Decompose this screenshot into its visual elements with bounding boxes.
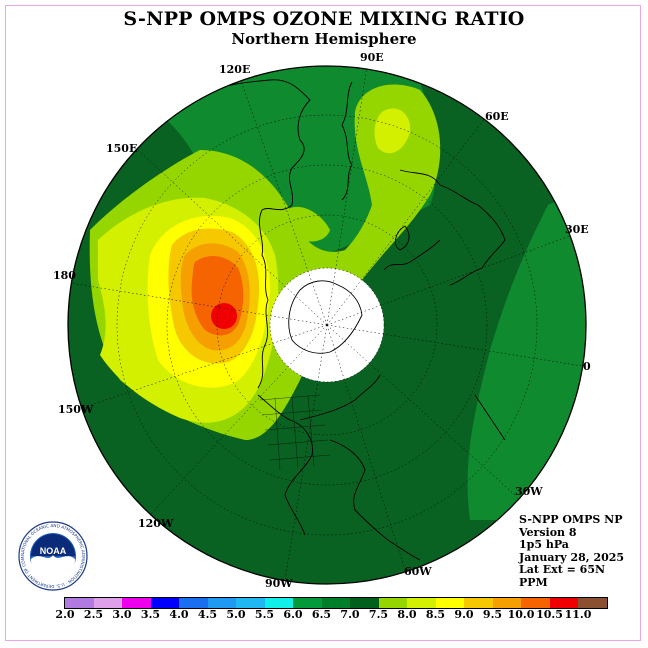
colorbar-ticks: 2.0 2.5 3.0 3.5 4.0 4.5 5.0 5.5 6.0 6.5 7.0 7.5 8.0 8…	[0, 608, 648, 622]
colorbar-tick-label: 7.0	[340, 608, 360, 621]
colorbar-swatch	[264, 598, 293, 608]
contour-8-0-north	[374, 108, 411, 154]
info-version: Version 8	[519, 525, 577, 539]
colorbar-swatch	[179, 598, 208, 608]
colorbar-tick-label: 4.0	[169, 608, 189, 621]
lon-label-150w: 150W	[58, 403, 94, 416]
lon-label-60e: 60E	[485, 110, 509, 123]
colorbar-tick-label: 4.5	[197, 608, 218, 621]
colorbar-swatch	[293, 598, 322, 608]
colorbar-swatch	[65, 598, 94, 608]
info-pressure-level: 1p5 hPa	[519, 538, 569, 552]
product-info: S-NPP OMPS NP Version 8 1p5 hPa January …	[519, 513, 625, 590]
colorbar-tick-label: 8.0	[397, 608, 417, 621]
colorbar-tick-label: 8.5	[425, 608, 446, 621]
ozone-contours	[68, 66, 586, 584]
lon-label-30w: 30W	[515, 485, 543, 498]
colorbar-tick-label: 7.5	[368, 608, 389, 621]
lon-label-150e: 150E	[106, 142, 137, 155]
colorbar-tick-label: 9.5	[482, 608, 503, 621]
colorbar-swatch	[207, 598, 236, 608]
colorbar-swatch	[578, 598, 607, 608]
colorbar-swatch	[122, 598, 151, 608]
colorbar-tick-label: 10.5	[536, 608, 563, 621]
page-title: S-NPP OMPS OZONE MIXING RATIO	[123, 8, 525, 30]
coastlines	[204, 79, 506, 561]
colorbar-swatch	[435, 598, 464, 608]
colorbar-swatch	[93, 598, 122, 608]
colorbar-tick-label: 5.0	[226, 608, 246, 621]
colorbar-tick-label: 9.0	[454, 608, 474, 621]
lon-label-90e: 90E	[360, 51, 384, 64]
colorbar-swatch	[407, 598, 436, 608]
lon-label-30e: 30E	[565, 223, 589, 236]
page-subtitle: Northern Hemisphere	[231, 30, 417, 48]
figure-frame	[5, 5, 641, 641]
colorbar-swatch	[350, 598, 379, 608]
colorbar-swatch	[549, 598, 578, 608]
lon-label-90w: 90W	[265, 577, 293, 590]
colorbar-tick-label: 10.0	[507, 608, 535, 621]
graticule	[69, 66, 583, 581]
colorbar-swatch	[321, 598, 350, 608]
colorbar-tick-label: 6.0	[283, 608, 303, 621]
colorbar-swatch	[464, 598, 493, 608]
colorbar-tick-label: 5.5	[254, 608, 275, 621]
colorbar-tick-label: 3.0	[112, 608, 132, 621]
colorbar-tick-label: 3.5	[140, 608, 161, 621]
lon-label-180: 180	[53, 269, 76, 282]
colorbar-swatch	[150, 598, 179, 608]
info-instrument: S-NPP OMPS NP	[519, 513, 623, 526]
contour-7-5-north	[285, 206, 330, 242]
us-state-borders	[259, 394, 331, 471]
lon-label-120w: 120W	[138, 517, 174, 530]
colorbar-swatch	[236, 598, 265, 608]
info-lat-extent: Lat Ext = 65N	[519, 563, 606, 577]
lon-label-0: 0	[583, 360, 591, 373]
info-date: January 28, 2025	[519, 550, 625, 564]
noaa-logo: NATIONAL OCEANIC AND ATMOSPHERIC ADMINIS…	[18, 521, 88, 591]
colorbar-tick-label: 2.5	[83, 608, 104, 621]
colorbar-swatch	[521, 598, 550, 608]
logo-text: NOAA	[40, 546, 67, 556]
colorbar	[64, 597, 608, 609]
colorbar-tick-label: 6.5	[311, 608, 332, 621]
colorbar-swatch	[492, 598, 521, 608]
info-units: PPM	[519, 575, 548, 589]
contour-10-5	[211, 303, 237, 329]
longitude-labels: 90E 120E 60E 150E 30E 180 0 150W 30W 120…	[53, 51, 591, 590]
colorbar-tick-label: 11.0	[564, 608, 592, 621]
map-boundary	[67, 65, 587, 585]
lon-label-120e: 120E	[219, 63, 250, 76]
colorbar-swatch	[378, 598, 407, 608]
lon-label-60w: 60W	[404, 565, 432, 578]
colorbar-tick-label: 2.0	[55, 608, 75, 621]
